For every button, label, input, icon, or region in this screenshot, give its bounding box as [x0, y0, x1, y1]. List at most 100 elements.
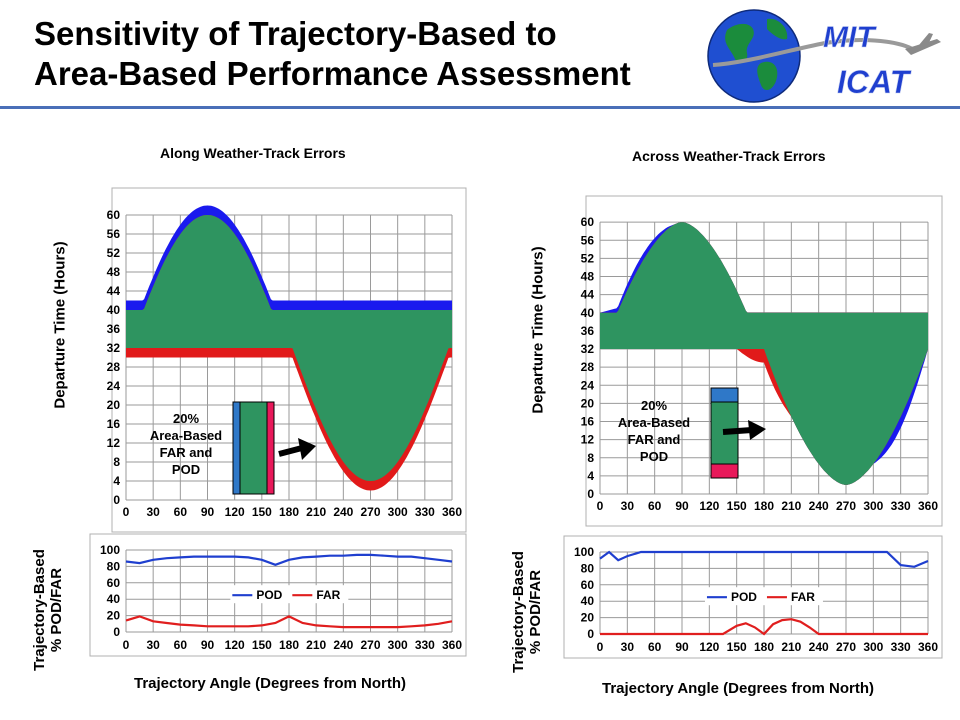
- y-tick-label: 4: [113, 474, 120, 488]
- inset-bar-blue: [710, 387, 739, 403]
- y-tick-label: 56: [107, 227, 121, 241]
- x-tick-label: 60: [174, 638, 188, 652]
- title-divider: [0, 106, 960, 109]
- x-tick-label: 210: [306, 505, 326, 519]
- y-tick-label: 4: [587, 469, 594, 483]
- chart-left-bottom-ylabel: Trajectory-Based % POD/FAR: [31, 549, 65, 671]
- chart-left-xlabel: Trajectory Angle (Degrees from North): [134, 675, 406, 692]
- legend-label-pod: POD: [731, 590, 757, 604]
- logo-line-1: MIT: [823, 21, 877, 54]
- x-tick-label: 210: [781, 640, 801, 654]
- arrow-icon: [748, 420, 766, 440]
- y-tick-label: 100: [100, 543, 120, 557]
- legend-label-far: FAR: [316, 588, 340, 602]
- series-line-pod: [125, 553, 453, 566]
- chart-left-annotation: 20% Area-Based FAR and POD: [136, 410, 236, 478]
- x-tick-label: 150: [252, 505, 272, 519]
- x-tick-label: 240: [333, 638, 353, 652]
- legend-box: [230, 585, 349, 604]
- legend-label-far: FAR: [791, 590, 815, 604]
- y-tick-label: 20: [581, 396, 595, 410]
- chart-right-line: POD FAR 0 20 40 60 80 100 0 30 60 90 120 150 180 210 240…: [563, 535, 943, 659]
- x-tick-label: 240: [333, 505, 353, 519]
- inset-bar-pink: [266, 401, 275, 495]
- slide-title: Sensitivity of Trajectory-Based to Area-…: [34, 14, 631, 94]
- x-tick-label: 150: [727, 640, 747, 654]
- x-tick-label: 90: [675, 640, 689, 654]
- x-tick-label: 210: [781, 499, 801, 513]
- legend-box: [704, 587, 823, 606]
- y-tick-label: 16: [581, 415, 595, 429]
- x-tick-label: 270: [836, 499, 856, 513]
- x-tick-label: 300: [863, 640, 883, 654]
- y-tick-label: 32: [107, 341, 121, 355]
- chart-right-bottom-ylabel: Trajectory-Based % POD/FAR: [510, 551, 544, 673]
- x-tick-label: 120: [699, 640, 719, 654]
- airplane-icon: [905, 33, 941, 55]
- x-tick-label: 30: [621, 640, 635, 654]
- y-tick-label: 60: [107, 208, 121, 222]
- x-tick-label: 270: [360, 638, 380, 652]
- x-tick-label: 330: [891, 499, 911, 513]
- y-tick-label: 52: [581, 251, 595, 265]
- x-tick-label: 270: [836, 640, 856, 654]
- title-line-2: Area-Based Performance Assessment: [34, 55, 631, 92]
- x-tick-label: 90: [201, 505, 215, 519]
- y-tick-label: 40: [581, 306, 595, 320]
- chart-right-annotation-text: 20% Area-Based FAR and POD: [617, 398, 691, 464]
- y-tick-label: 60: [107, 576, 121, 590]
- y-tick-label: 60: [581, 215, 595, 229]
- chart-right-xlabel: Trajectory Angle (Degrees from North): [602, 680, 874, 697]
- arrow-shaft: [722, 427, 753, 435]
- x-tick-label: 180: [754, 499, 774, 513]
- y-tick-label: 56: [581, 233, 595, 247]
- y-tick-label: 28: [581, 360, 595, 374]
- globe-icon: [707, 9, 801, 103]
- x-tick-label: 120: [225, 505, 245, 519]
- y-tick-label: 28: [107, 360, 121, 374]
- legend-label-pod: POD: [256, 588, 282, 602]
- x-tick-label: 180: [279, 638, 299, 652]
- x-tick-label: 30: [621, 499, 635, 513]
- title-line-1: Sensitivity of Trajectory-Based to: [34, 15, 557, 52]
- chart-left-title: Along Weather-Track Errors: [160, 145, 346, 161]
- x-tick-label: 150: [727, 499, 747, 513]
- y-tick-label: 40: [107, 592, 121, 606]
- x-tick-label: 300: [863, 499, 883, 513]
- series-line-pod: [599, 550, 929, 568]
- inset-bar-green: [239, 401, 268, 495]
- y-tick-label: 20: [581, 611, 595, 625]
- overlap-area: [126, 215, 452, 481]
- y-tick-label: 12: [107, 436, 121, 450]
- y-tick-label: 24: [107, 379, 121, 393]
- x-tick-label: 120: [699, 499, 719, 513]
- y-tick-label: 12: [581, 433, 595, 447]
- y-tick-label: 40: [581, 594, 595, 608]
- x-tick-label: 240: [809, 499, 829, 513]
- x-tick-label: 360: [442, 638, 462, 652]
- x-tick-label: 90: [201, 638, 215, 652]
- x-tick-label: 300: [388, 638, 408, 652]
- y-tick-label: 8: [587, 451, 594, 465]
- x-tick-label: 300: [388, 505, 408, 519]
- y-tick-label: 48: [107, 265, 121, 279]
- logo-line-2: ICAT: [837, 64, 912, 100]
- y-tick-label: 16: [107, 417, 121, 431]
- x-tick-label: 210: [306, 638, 326, 652]
- x-tick-label: 360: [442, 505, 462, 519]
- arrow-shaft: [278, 445, 303, 457]
- y-tick-label: 20: [107, 609, 121, 623]
- y-tick-label: 48: [581, 270, 595, 284]
- x-tick-label: 120: [225, 638, 245, 652]
- x-tick-label: 150: [252, 638, 272, 652]
- chart-left-line: POD FAR 0 20 40 60 80 100 0 30 60 90 120 150 180 210 240…: [89, 533, 467, 657]
- x-tick-label: 330: [415, 505, 435, 519]
- x-tick-label: 0: [597, 499, 604, 513]
- chart-right-title: Across Weather-Track Errors: [632, 148, 826, 164]
- y-tick-label: 52: [107, 246, 121, 260]
- series-line-far: [125, 615, 453, 629]
- y-tick-label: 20: [107, 398, 121, 412]
- y-tick-label: 40: [107, 303, 121, 317]
